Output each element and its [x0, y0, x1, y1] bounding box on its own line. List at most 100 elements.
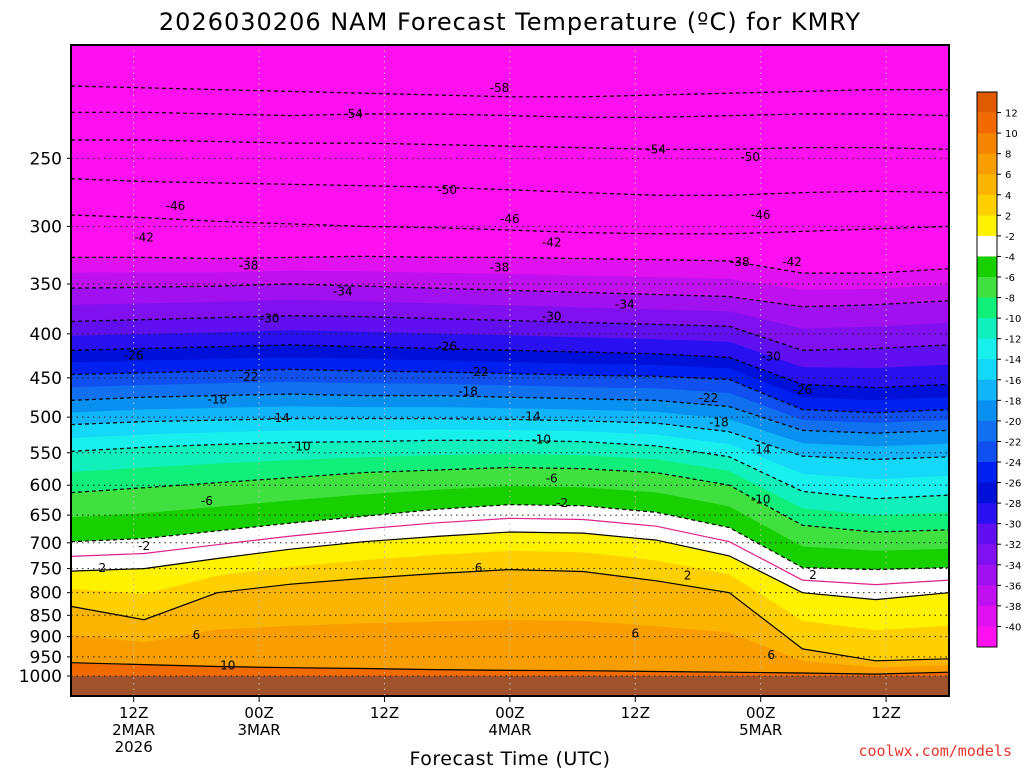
contour-label: -6 [546, 471, 558, 485]
colorbar-cell [977, 297, 997, 319]
contour-label: -54 [646, 142, 666, 156]
contour-label: 2 [99, 561, 107, 575]
contour-line [71, 531, 949, 601]
contour-label: -50 [740, 150, 760, 164]
y-tick-label: 400 [30, 325, 62, 345]
colorbar-cell [977, 503, 997, 525]
contour-label: -22 [469, 365, 489, 379]
colorbar-label: -2 [1005, 232, 1015, 243]
y-tick-label: 950 [30, 648, 62, 668]
contour-label: -2 [138, 539, 150, 553]
contour-label: -14 [751, 442, 771, 456]
y-tick-label: 650 [30, 506, 62, 526]
y-tick-label: 250 [30, 149, 62, 169]
credit-link[interactable]: coolwx.com/models [858, 742, 1012, 760]
x-tick-label: 00Z [244, 704, 273, 722]
x-tick-label: 3MAR [238, 721, 281, 739]
colorbar-label: -22 [1005, 437, 1021, 448]
contour-label: -50 [437, 183, 457, 197]
colorbar-cell [977, 174, 997, 196]
x-tick-label: 4MAR [488, 721, 531, 739]
contour-label: 6 [475, 561, 483, 575]
contour-label: -30 [260, 312, 280, 326]
contour-label: 6 [193, 628, 201, 642]
y-tick-label: 300 [30, 217, 62, 237]
x-tick-label: 00Z [495, 704, 524, 722]
contour-label: -54 [343, 107, 363, 121]
colorbar-label: -18 [1005, 396, 1021, 407]
colorbar-cell [977, 359, 997, 381]
colorbar-label: -40 [1005, 622, 1021, 633]
grid-lines [71, 45, 949, 696]
colorbar-cell [977, 256, 997, 278]
contour-label: -6 [201, 494, 213, 508]
contour-label: -38 [730, 255, 750, 269]
colorbar-label: -26 [1005, 479, 1021, 490]
colorbar-cell [977, 626, 997, 648]
contour-label: -34 [615, 298, 635, 312]
colorbar-cell [977, 379, 997, 401]
contour-label: 2 [684, 568, 692, 582]
colorbar-cell [977, 215, 997, 237]
contour-line [71, 466, 949, 533]
colorbar-cell [977, 585, 997, 607]
colorbar-label: 4 [1005, 191, 1011, 202]
contour-label: -46 [751, 208, 771, 222]
colorbar-label: -38 [1005, 602, 1021, 613]
contour-label: 6 [767, 648, 775, 662]
x-tick-label: 12Z [370, 704, 399, 722]
x-tick-label: 2026 [115, 738, 153, 756]
colorbar-label: 8 [1005, 150, 1011, 161]
chart-title: 2026030206 NAM Forecast Temperature (ºC)… [159, 8, 861, 36]
contour-label: -10 [291, 440, 311, 454]
contour-label: -22 [239, 370, 259, 384]
y-tick-label: 500 [30, 408, 62, 428]
ground-layer [71, 676, 949, 696]
y-tick-label: 900 [30, 628, 62, 648]
colorbar-label: -6 [1005, 273, 1015, 284]
contour-line [71, 85, 949, 98]
contour-line [71, 283, 949, 308]
colorbar-cell [977, 420, 997, 442]
x-tick-label: 00Z [746, 704, 775, 722]
colorbar-label: -14 [1005, 355, 1021, 366]
contour-label: -18 [207, 393, 227, 407]
contour-line [71, 568, 949, 662]
contour-line [71, 139, 949, 150]
temperature-field [71, 45, 949, 696]
contour-label: -14 [270, 411, 290, 425]
contour-label: -22 [699, 391, 719, 405]
colorbar-cell [977, 462, 997, 484]
colorbar-cell [977, 133, 997, 155]
x-tick-label: 2MAR [112, 721, 155, 739]
contour-label: -14 [521, 409, 541, 423]
colorbar-cell [977, 153, 997, 175]
contour-label: -38 [239, 258, 259, 272]
y-tick-label: 600 [30, 476, 62, 496]
x-tick-label: 12Z [871, 704, 900, 722]
colorbar-cell [977, 194, 997, 216]
y-tick-label: 550 [30, 444, 62, 464]
colorbar-cell [977, 482, 997, 504]
colorbar-cell [977, 441, 997, 463]
contour-label: -46 [166, 199, 186, 213]
colorbar-cell [977, 544, 997, 566]
colorbar-cell [977, 235, 997, 257]
colorbar-cell [977, 112, 997, 134]
contour-label: -58 [490, 81, 510, 95]
contour-label: -26 [124, 349, 144, 363]
y-tick-label: 350 [30, 275, 62, 295]
colorbar-label: -24 [1005, 458, 1021, 469]
colorbar: 12 10 8 6 4 2 -2 -4 -6 -8 -10 -12 -14 -16 -18 -20 -22 -24… [976, 91, 1021, 648]
contour-label: -42 [782, 255, 802, 269]
colorbar-cell [977, 277, 997, 299]
contour-line [71, 439, 949, 500]
contour-label: -42 [542, 235, 562, 249]
colorbar-label: -34 [1005, 561, 1021, 572]
colorbar-cell [977, 338, 997, 360]
x-axis-label: Forecast Time (UTC) [410, 748, 611, 768]
contour-line [71, 178, 949, 196]
contour-line [71, 111, 949, 118]
x-tick-label: 12Z [119, 704, 148, 722]
